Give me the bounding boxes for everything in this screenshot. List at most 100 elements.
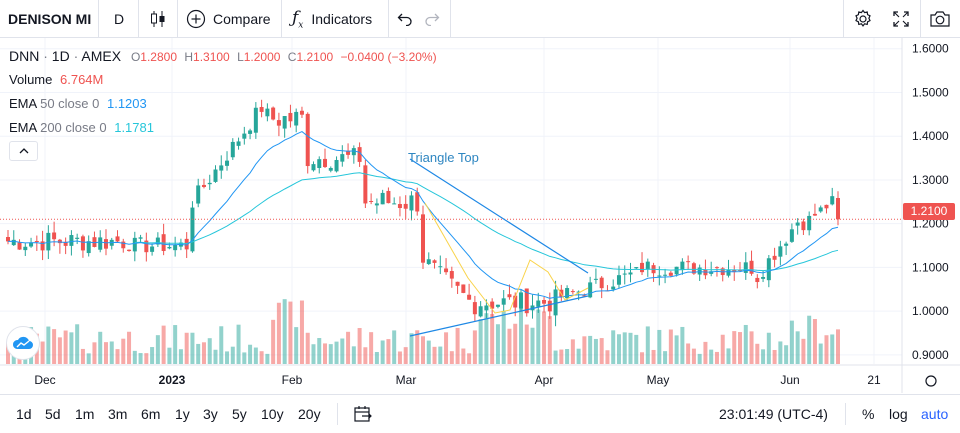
volume-bar <box>530 327 535 364</box>
open-value: 1.2800 <box>140 50 177 64</box>
volume-bar <box>593 338 598 364</box>
candle-body <box>328 167 333 171</box>
undo-button[interactable] <box>397 0 413 38</box>
candle-body <box>697 267 702 275</box>
volume-bar <box>167 347 172 364</box>
compare-button[interactable]: Compare <box>186 0 271 38</box>
volume-bar <box>299 300 304 364</box>
volume-bar <box>201 342 206 364</box>
candle-body <box>582 295 587 297</box>
candle-body <box>553 289 558 316</box>
volume-bar <box>340 338 345 364</box>
candle-body <box>346 150 351 155</box>
volume-bar <box>69 332 74 364</box>
range-1y[interactable]: 1y <box>175 406 190 422</box>
range-20y[interactable]: 20y <box>298 406 321 422</box>
volume-bar <box>438 346 443 364</box>
tradingview-logo[interactable] <box>6 326 40 360</box>
low-value: 1.2000 <box>243 50 281 64</box>
range-3y[interactable]: 3y <box>203 406 218 422</box>
volume-bar <box>305 332 310 364</box>
range-1d[interactable]: 1d <box>16 406 32 422</box>
candle-body <box>75 237 80 239</box>
candle-body <box>369 200 374 202</box>
candle-body <box>207 182 212 185</box>
range-3m[interactable]: 3m <box>108 406 128 422</box>
candle-body <box>824 204 829 209</box>
volume-bar <box>161 325 166 364</box>
volume-bar <box>634 334 639 364</box>
volume-bar <box>92 342 97 364</box>
symbol-search[interactable]: DENISON MI <box>8 11 92 27</box>
candle-body <box>801 221 806 231</box>
candle-body <box>789 229 794 242</box>
candle-body <box>830 196 835 205</box>
indicators-button[interactable]: ƒx Indicators <box>292 0 372 38</box>
clock-display[interactable]: 23:01:49 (UTC-4) <box>719 406 828 422</box>
volume-bar <box>565 349 570 364</box>
volume-bar <box>294 327 299 364</box>
volume-bar <box>57 337 62 364</box>
volume-bar <box>703 341 708 364</box>
redo-button[interactable] <box>424 0 440 38</box>
candle-body <box>311 164 316 171</box>
range-5y[interactable]: 5y <box>232 406 247 422</box>
date-range-button[interactable] <box>353 405 373 426</box>
price-chart[interactable]: 1.6000 1.5000 1.4000 1.3000 1.2000 1.1000 1.00… <box>0 38 960 393</box>
divider <box>920 0 921 38</box>
time-tick-label: Feb <box>282 373 303 387</box>
range-6m[interactable]: 6m <box>141 406 161 422</box>
interval-button[interactable]: D <box>114 11 125 27</box>
candle-body <box>732 269 737 273</box>
symbol-legend: DNN · 1D · AMEX O1.2800 H1.3100 L1.2000 … <box>9 48 437 64</box>
fullscreen-button[interactable] <box>892 0 910 38</box>
volume-bar <box>115 349 120 364</box>
chart-type-button[interactable] <box>150 0 166 38</box>
volume-bar <box>553 350 558 364</box>
candle-body <box>173 244 178 251</box>
auto-toggle[interactable]: auto <box>921 406 949 422</box>
collapse-legend-button[interactable] <box>9 141 38 161</box>
divider <box>138 0 139 38</box>
volume-bar <box>150 347 155 364</box>
percent-toggle[interactable]: % <box>862 406 875 422</box>
log-toggle[interactable]: log <box>889 406 908 422</box>
candle-body <box>772 255 777 260</box>
snapshot-button[interactable] <box>929 0 951 38</box>
range-10y[interactable]: 10y <box>261 406 284 422</box>
candle-body <box>784 243 789 246</box>
low-label: L <box>237 50 244 64</box>
volume-bar <box>709 349 714 364</box>
candle-body <box>386 190 391 204</box>
candle-body <box>155 237 160 245</box>
ema200-value: 1.1781 <box>114 120 154 135</box>
range-1m[interactable]: 1m <box>75 406 95 422</box>
volume-bar <box>720 334 725 364</box>
candle-body <box>380 192 385 205</box>
volume-bar <box>265 353 270 364</box>
candle-body <box>444 268 449 273</box>
ema50-value: 1.1203 <box>106 96 147 111</box>
volume-bar <box>132 350 137 364</box>
volume-bar <box>421 336 425 364</box>
divider <box>450 0 451 38</box>
range-5d[interactable]: 5d <box>45 406 61 422</box>
candle-body <box>449 271 454 279</box>
volume-bar <box>242 352 247 364</box>
volume-bar <box>582 336 587 364</box>
volume-bar <box>225 351 230 364</box>
volume-bar <box>749 331 754 364</box>
candle-body <box>680 261 685 271</box>
candle-body <box>663 274 668 276</box>
settings-button[interactable] <box>853 0 873 38</box>
candle-body <box>374 203 379 206</box>
volume-bar <box>80 348 85 364</box>
volume-bar <box>807 315 812 364</box>
chart-pane[interactable]: 1.6000 1.5000 1.4000 1.3000 1.2000 1.1000 1.00… <box>0 38 960 393</box>
divider <box>337 403 338 425</box>
candle-body <box>438 266 443 268</box>
time-tick-label: 2023 <box>159 373 186 387</box>
candle-body <box>196 185 201 204</box>
candle-body <box>288 112 293 122</box>
volume-bar <box>772 349 777 364</box>
